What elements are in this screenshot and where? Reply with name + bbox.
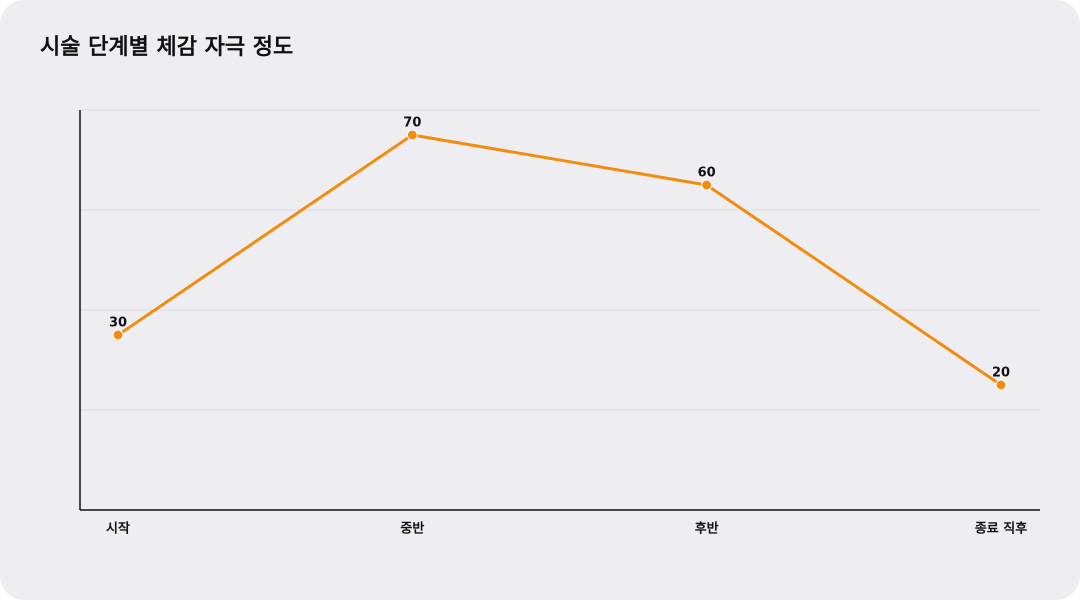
- point: [995, 379, 1007, 391]
- data-label: 60: [698, 166, 716, 181]
- chart-title: 시술 단계별 체감 자극 정도: [40, 35, 293, 60]
- x-tick-label: 시작: [106, 521, 130, 537]
- data-label: 20: [992, 366, 1010, 381]
- point: [112, 329, 124, 341]
- x-tick-label: 종료 직후: [975, 521, 1027, 537]
- x-tick-label: 중반: [400, 521, 424, 537]
- point: [701, 179, 713, 191]
- line: [117, 133, 1002, 387]
- x-tick-label: 후반: [695, 521, 719, 537]
- point: [406, 129, 418, 141]
- data-label: 30: [109, 316, 127, 331]
- data-label: 70: [403, 116, 421, 131]
